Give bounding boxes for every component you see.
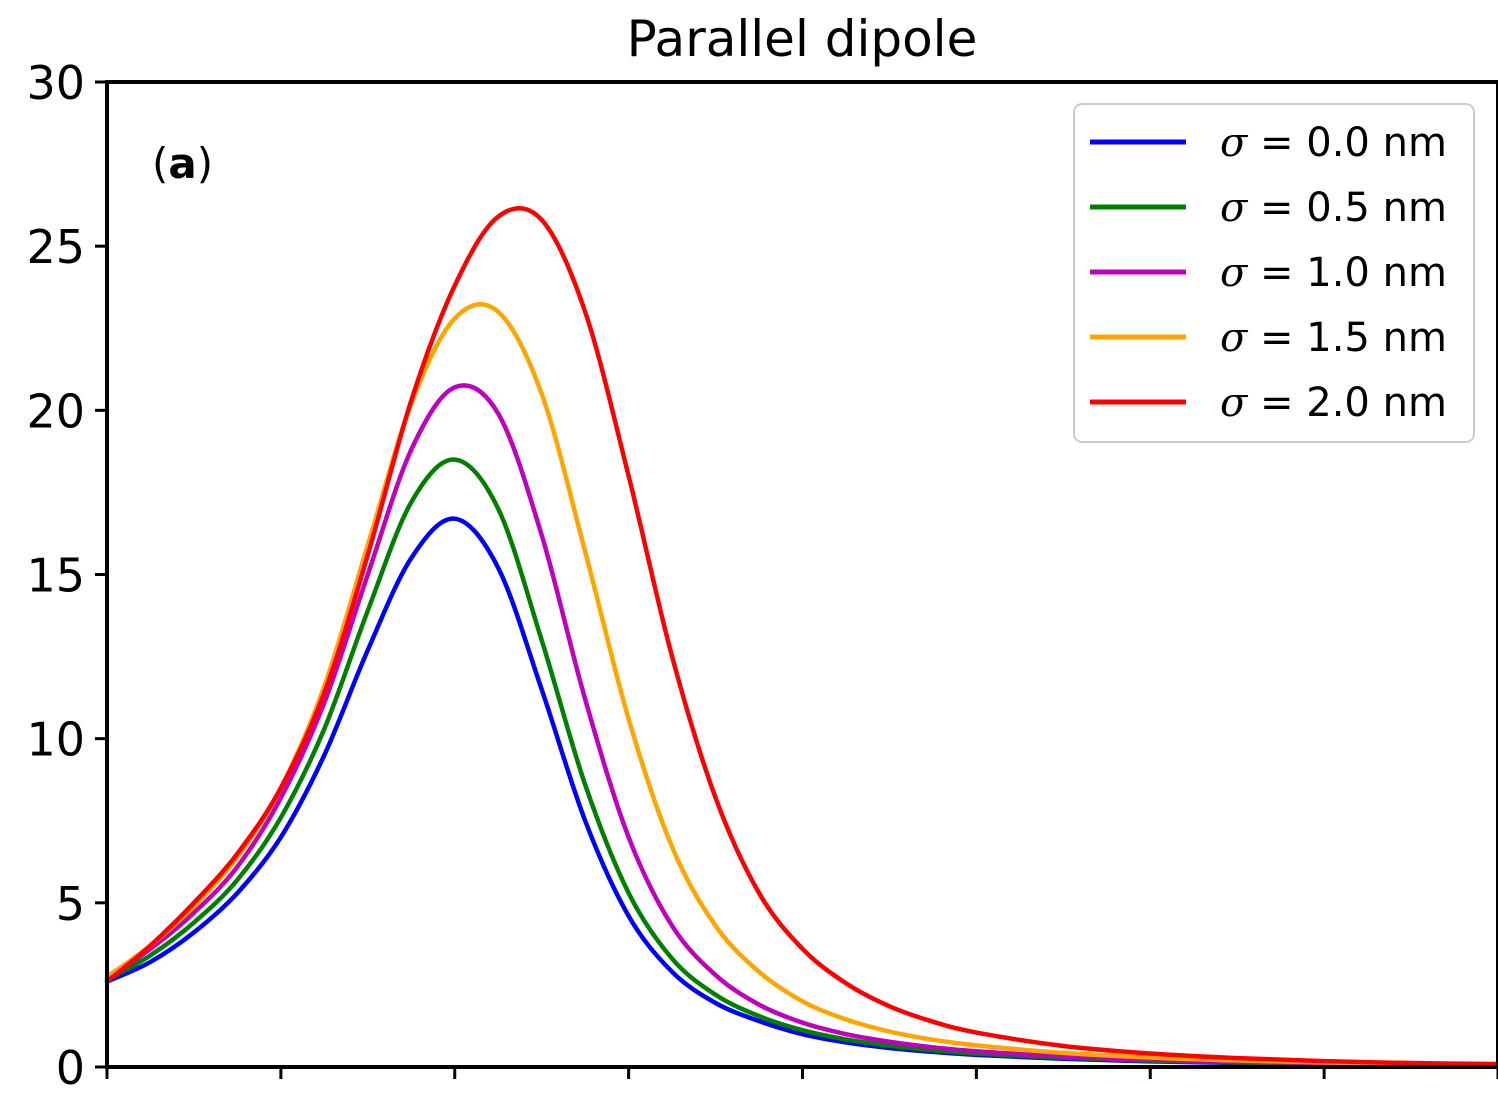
y-axis: 0 5 10 15 20 25 30 <box>26 56 107 1095</box>
series-lines <box>104 205 1498 1068</box>
legend-label-0: σ = 0.0 nm <box>1220 120 1447 166</box>
legend-value: = 2.0 nm <box>1247 380 1447 426</box>
plot-area: 0 5 10 15 20 25 30 <box>26 56 1498 1095</box>
plot-frame <box>105 80 1498 1069</box>
legend-sigma: σ <box>1220 120 1249 166</box>
panel-label-open: ( <box>152 139 168 188</box>
legend-label-2: σ = 1.0 nm <box>1220 250 1447 296</box>
y-tick-label: 15 <box>26 549 85 603</box>
legend-label-3: σ = 1.5 nm <box>1220 315 1447 361</box>
legend-value: = 1.5 nm <box>1247 315 1447 361</box>
legend-sigma: σ <box>1220 380 1249 426</box>
legend-label-4: σ = 2.0 nm <box>1220 380 1447 426</box>
y-tick-label: 10 <box>26 713 85 767</box>
series-line-2 <box>104 383 1498 1068</box>
y-tick-label: 30 <box>26 56 85 110</box>
legend: σ = 0.0 nmσ = 0.5 nmσ = 1.0 nmσ = 1.5 nm… <box>1073 103 1475 443</box>
panel-label: (a) <box>152 139 213 188</box>
chart-title: Parallel dipole <box>627 10 978 68</box>
legend-sigma: σ <box>1220 185 1249 231</box>
y-tick-label: 5 <box>56 877 85 931</box>
panel-label-close: ) <box>197 139 213 188</box>
legend-sigma: σ <box>1220 315 1249 361</box>
series-line-1 <box>104 457 1498 1068</box>
y-tick-label: 0 <box>56 1041 85 1095</box>
legend-value: = 1.0 nm <box>1247 250 1447 296</box>
legend-value: = 0.5 nm <box>1247 185 1447 231</box>
legend-box <box>1073 103 1475 443</box>
panel-label-letter: a <box>168 139 196 188</box>
legend-entries: σ = 0.0 nmσ = 0.5 nmσ = 1.0 nmσ = 1.5 nm… <box>1090 120 1447 426</box>
series-line-4 <box>104 205 1498 1067</box>
y-tick-label: 25 <box>26 220 85 274</box>
legend-label-1: σ = 0.5 nm <box>1220 185 1447 231</box>
series-line-0 <box>104 516 1498 1068</box>
legend-sigma: σ <box>1220 250 1249 296</box>
legend-value: = 0.0 nm <box>1247 120 1447 166</box>
y-tick-label: 20 <box>26 384 85 438</box>
